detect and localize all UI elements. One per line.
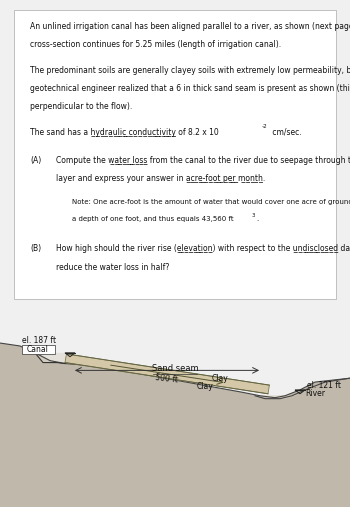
FancyBboxPatch shape [14, 10, 336, 299]
Text: Clay: Clay [212, 374, 228, 383]
Polygon shape [65, 354, 270, 394]
Text: cross-section continues for 5.25 miles (length of irrigation canal).: cross-section continues for 5.25 miles (… [30, 40, 281, 49]
Text: An unlined irrigation canal has been aligned parallel to a river, as shown (next: An unlined irrigation canal has been ali… [30, 22, 350, 31]
Text: Sand seam: Sand seam [152, 365, 198, 373]
Text: layer and express your answer in a̲c̲r̲e̲-̲f̲o̲o̲t̲ ̲p̲e̲r̲ ̲m̲o̲n̲t̲h̲.: layer and express your answer in a̲c̲r̲e… [56, 174, 265, 183]
Text: (B): (B) [30, 244, 41, 254]
Polygon shape [35, 353, 65, 364]
Text: How high should the river rise (e̲l̲e̲v̲a̲t̲i̲o̲n̲) with respect to the u̲n̲d̲i̲: How high should the river rise (e̲l̲e̲v̲… [56, 244, 350, 254]
Text: el. 121 ft: el. 121 ft [307, 381, 341, 390]
Text: The sand has a h̲y̲d̲r̲a̲u̲l̲i̲c̲ ̲c̲o̲n̲d̲u̲c̲t̲i̲v̲i̲t̲y̲ of 8.2 x 10: The sand has a h̲y̲d̲r̲a̲u̲l̲i̲c̲ ̲c̲o̲n… [30, 128, 219, 137]
Polygon shape [260, 395, 298, 399]
Text: el. 187 ft: el. 187 ft [22, 336, 56, 345]
Text: -2: -2 [262, 124, 268, 129]
Text: cm/sec.: cm/sec. [270, 128, 302, 137]
Text: .: . [256, 216, 258, 222]
Text: The predominant soils are generally clayey soils with extremely low permeability: The predominant soils are generally clay… [30, 65, 350, 75]
Text: Compute the w̲a̲t̲e̲r̲ ̲l̲o̲s̲s̲ from the canal to the river due to seepage thro: Compute the w̲a̲t̲e̲r̲ ̲l̲o̲s̲s̲ from th… [56, 156, 350, 165]
Text: River: River [305, 389, 325, 399]
Text: Note: One acre-foot is the amount of water that would cover one acre of ground t: Note: One acre-foot is the amount of wat… [72, 199, 350, 205]
Text: Clay: Clay [197, 382, 214, 391]
Text: perpendicular to the flow).: perpendicular to the flow). [30, 102, 132, 111]
Polygon shape [0, 299, 350, 507]
Text: reduce the water loss in half?: reduce the water loss in half? [56, 263, 169, 272]
Text: geotechnical engineer realized that a 6 in thick sand seam is present as shown (: geotechnical engineer realized that a 6 … [30, 84, 350, 93]
Text: 3: 3 [251, 213, 255, 219]
Text: a depth of one foot, and thus equals 43,560 ft: a depth of one foot, and thus equals 43,… [72, 216, 233, 222]
Text: (A): (A) [30, 156, 41, 165]
FancyBboxPatch shape [21, 345, 55, 354]
Text: Canal: Canal [27, 345, 49, 354]
Text: 500 ft: 500 ft [155, 373, 179, 385]
